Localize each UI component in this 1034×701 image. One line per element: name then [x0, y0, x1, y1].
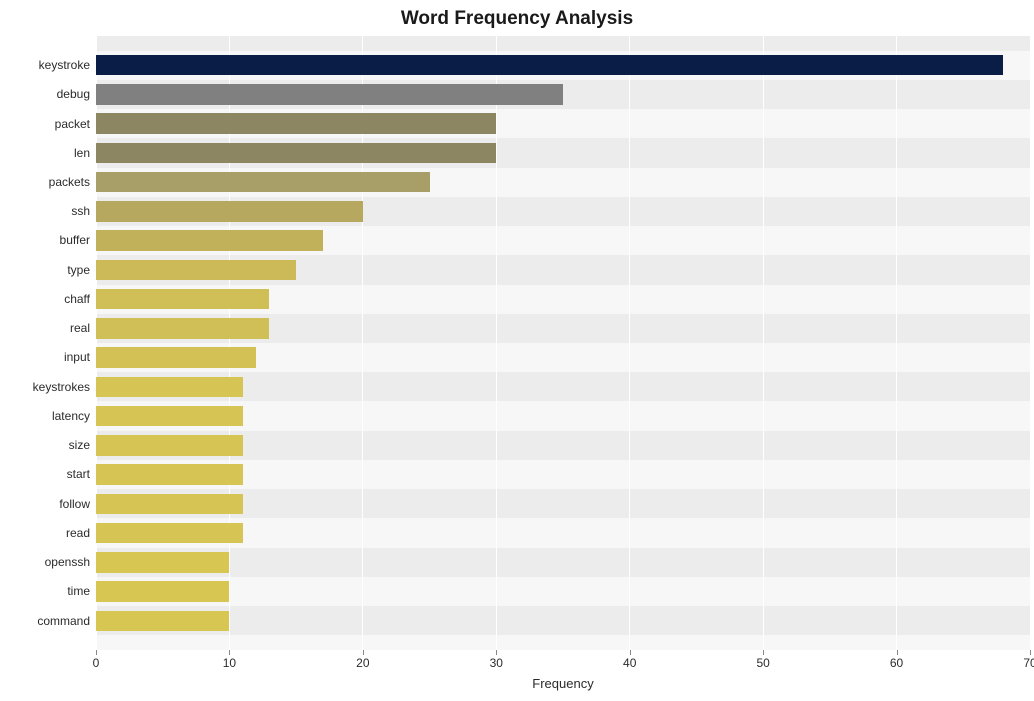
- bar: [96, 113, 496, 133]
- y-tick-label: command: [37, 614, 96, 628]
- bar: [96, 523, 243, 543]
- y-tick-label: start: [67, 467, 96, 481]
- x-tick-mark: [630, 650, 631, 655]
- y-tick-label: packet: [55, 117, 96, 131]
- y-tick-label: follow: [59, 497, 96, 511]
- y-tick-label: keystrokes: [33, 380, 96, 394]
- y-tick-label: size: [69, 438, 96, 452]
- bar: [96, 84, 563, 104]
- bar: [96, 377, 243, 397]
- row-band: [96, 36, 1030, 51]
- x-gridline: [629, 36, 630, 650]
- word-frequency-chart: Word Frequency Analysis keystrokedebugpa…: [0, 0, 1034, 701]
- bar: [96, 230, 323, 250]
- chart-title: Word Frequency Analysis: [0, 8, 1034, 30]
- y-tick-label: ssh: [71, 204, 96, 218]
- bar: [96, 552, 229, 572]
- bar: [96, 318, 269, 338]
- bar: [96, 347, 256, 367]
- x-tick-mark: [897, 650, 898, 655]
- y-tick-label: read: [66, 526, 96, 540]
- plot-area: keystrokedebugpacketlenpacketssshbuffert…: [96, 36, 1030, 650]
- y-tick-label: buffer: [60, 233, 96, 247]
- y-tick-label: chaff: [64, 292, 96, 306]
- y-tick-label: input: [64, 350, 96, 364]
- bar: [96, 406, 243, 426]
- bar: [96, 611, 229, 631]
- bar: [96, 435, 243, 455]
- bar: [96, 494, 243, 514]
- row-band: [96, 577, 1030, 606]
- x-tick-mark: [96, 650, 97, 655]
- bar: [96, 464, 243, 484]
- bar: [96, 201, 363, 221]
- x-gridline: [763, 36, 764, 650]
- bar: [96, 55, 1003, 75]
- y-tick-label: keystroke: [39, 58, 96, 72]
- row-band: [96, 635, 1030, 650]
- bar: [96, 143, 496, 163]
- y-tick-label: len: [74, 146, 96, 160]
- y-tick-label: time: [67, 584, 96, 598]
- x-tick-mark: [1030, 650, 1031, 655]
- y-tick-label: packets: [49, 175, 96, 189]
- bar: [96, 581, 229, 601]
- x-tick-mark: [363, 650, 364, 655]
- x-tick-mark: [763, 650, 764, 655]
- x-gridline: [1030, 36, 1031, 650]
- y-tick-label: real: [70, 321, 96, 335]
- row-band: [96, 548, 1030, 577]
- x-axis-label: Frequency: [532, 676, 593, 691]
- y-tick-label: debug: [57, 87, 96, 101]
- x-gridline: [896, 36, 897, 650]
- x-tick-label: 70: [1023, 650, 1034, 670]
- y-tick-label: latency: [52, 409, 96, 423]
- bar: [96, 289, 269, 309]
- y-tick-label: type: [67, 263, 96, 277]
- row-band: [96, 606, 1030, 635]
- bar: [96, 260, 296, 280]
- x-tick-mark: [229, 650, 230, 655]
- bar: [96, 172, 430, 192]
- x-tick-mark: [496, 650, 497, 655]
- y-tick-label: openssh: [45, 555, 96, 569]
